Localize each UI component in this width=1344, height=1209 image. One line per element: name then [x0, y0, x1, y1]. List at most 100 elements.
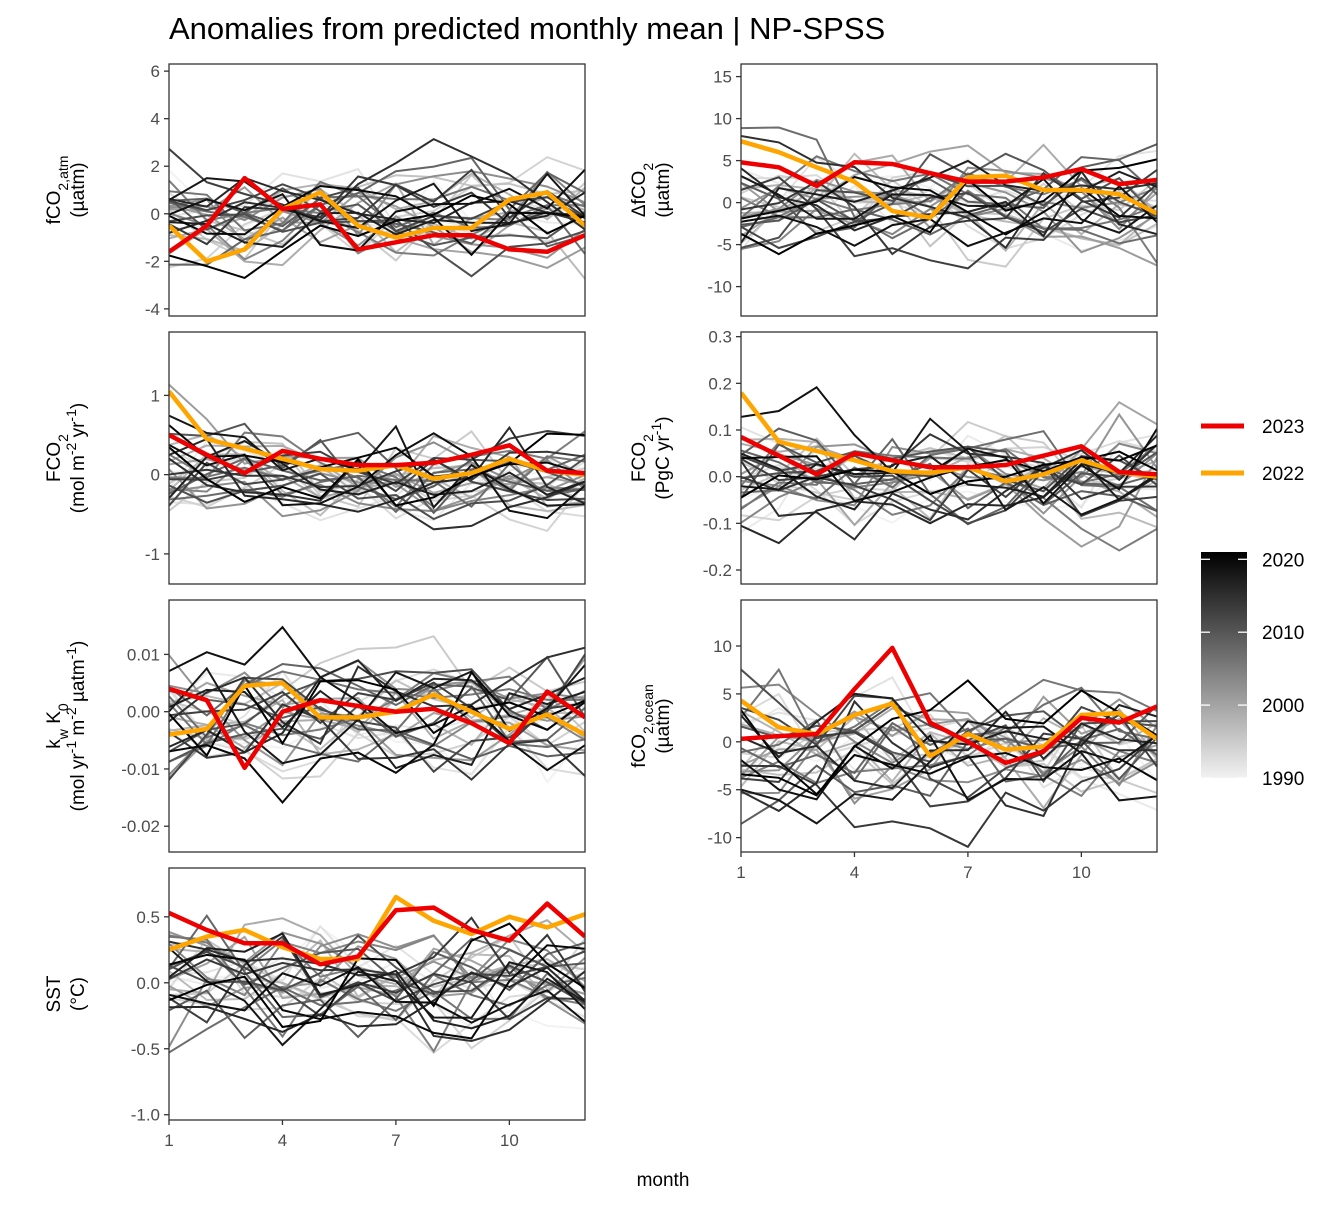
x-tick-label: 7 — [391, 1131, 400, 1150]
y-tick-label: -0.02 — [121, 817, 160, 836]
y-tick-label: 0.5 — [136, 908, 160, 927]
ensemble-line — [741, 741, 1157, 805]
ensemble-line — [741, 713, 1157, 808]
colorbar-label: 2000 — [1262, 696, 1304, 717]
y-axis-title: fCO2,ocean(µatm) — [629, 684, 674, 768]
ensemble-line — [169, 922, 585, 1029]
ensemble-line — [741, 733, 1157, 849]
y-axis-title: FCO2(mol m-2 yr-1) — [44, 403, 89, 513]
ensemble-line — [169, 625, 585, 772]
y-tick-label: 0.1 — [708, 421, 732, 440]
x-tick-label: 4 — [850, 863, 859, 882]
ensemble-lines — [169, 625, 585, 805]
ensemble-line — [741, 434, 1157, 499]
legend-label-2022: 2022 — [1262, 464, 1304, 485]
panel-frame — [168, 331, 586, 585]
y-axis-title: SST (°C) — [44, 975, 89, 1012]
ensemble-lines — [741, 385, 1157, 552]
ensemble-line — [169, 916, 585, 993]
y-tick-label: -4 — [145, 300, 160, 319]
svg-text:SST: SST — [44, 975, 65, 1012]
x-tick-label: 10 — [500, 1131, 519, 1150]
svg-text:(µatm): (µatm) — [653, 162, 674, 217]
series-line-2023 — [741, 160, 1157, 189]
ensemble-line — [741, 695, 1157, 777]
y-tick-label: 0.0 — [136, 974, 160, 993]
y-tick-label: -5 — [717, 781, 732, 800]
ensemble-line — [169, 686, 585, 763]
ensemble-line — [169, 668, 585, 753]
series-line-2023 — [169, 686, 585, 771]
ensemble-line — [741, 679, 1157, 797]
panels: 6420-2-4fCO2,atm(µatm)151050-5-10ΔfCO2(µ… — [44, 62, 1158, 1150]
series-line-2023 — [169, 175, 585, 255]
ensemble-line — [169, 966, 585, 1033]
ensemble-line — [741, 443, 1157, 506]
y-tick-label: 15 — [713, 68, 732, 87]
ensemble-line — [741, 676, 1157, 789]
ensemble-line — [169, 187, 585, 247]
panel-background — [169, 64, 585, 316]
colorbar-label: 1990 — [1262, 769, 1304, 790]
ensemble-line — [169, 657, 585, 779]
y-tick-label: 1 — [151, 386, 160, 405]
y-tick-label: -2 — [145, 252, 160, 271]
panel-frame — [740, 599, 1158, 853]
ensemble-line — [169, 947, 585, 1047]
panel-frame — [168, 63, 586, 317]
colorbar-label: 2020 — [1262, 550, 1304, 571]
ensemble-line — [169, 439, 585, 499]
ensemble-line — [741, 667, 1157, 745]
y-tick-label: 0.2 — [708, 374, 732, 393]
ensemble-line — [741, 710, 1157, 790]
ensemble-line — [169, 932, 585, 1030]
y-tick-label: 0.0 — [708, 468, 732, 487]
ensemble-line — [169, 450, 585, 489]
y-tick-label: 0 — [723, 194, 732, 213]
ensemble-line — [741, 427, 1157, 513]
x-tick-label: 1 — [736, 863, 745, 882]
ensemble-line — [169, 679, 585, 758]
ensemble-line — [741, 444, 1157, 511]
ensemble-line — [169, 137, 585, 234]
series-line-2022 — [169, 190, 585, 264]
ensemble-line — [169, 184, 585, 257]
panel-delta-fCO2: 15 10 5 0 -5 -10 ΔfCO2(µatm) — [629, 63, 1158, 317]
svg-text:(µatm): (µatm) — [653, 698, 674, 753]
svg-text:(mol yr-1 m-2 µatm-1): (mol yr-1 m-2 µatm-1) — [63, 641, 89, 812]
legend: 2023 2022 2020 2010 2000 1990 — [1201, 417, 1304, 790]
y-axis-title: FCO2(PgC yr-1) — [629, 416, 674, 499]
y-tick-label: 0 — [723, 733, 732, 752]
panel-FCO2-flux-density: 1 0 -1 FCO2(mol m-2 yr-1) — [44, 331, 586, 585]
panel-FCO2-integrated: 0.3 0.2 0.1 0.0 -0.1 -0.2 FCO2(PgC yr-1) — [629, 328, 1158, 585]
x-tick-label: 7 — [963, 863, 972, 882]
y-tick-label: -1.0 — [131, 1106, 160, 1125]
series-line-2022 — [169, 894, 585, 962]
ensemble-line — [741, 450, 1157, 499]
ensemble-line — [169, 944, 585, 1040]
ensemble-line — [169, 191, 585, 248]
ensemble-line — [169, 646, 585, 746]
ensemble-line — [169, 172, 585, 233]
series-line-2022 — [741, 139, 1157, 220]
y-tick-label: 0.00 — [127, 703, 160, 722]
ensemble-line — [741, 175, 1157, 236]
x-tick-label: 10 — [1072, 863, 1091, 882]
y-tick-label: -1 — [145, 545, 160, 564]
figure-title: Anomalies from predicted monthly mean | … — [169, 11, 885, 46]
ensemble-line — [741, 430, 1157, 512]
y-tick-label: -5 — [717, 236, 732, 255]
ensemble-line — [741, 156, 1157, 236]
y-tick-label: 10 — [713, 110, 732, 129]
legend-label-2023: 2023 — [1262, 417, 1304, 438]
ensemble-line — [169, 414, 585, 510]
ensemble-lines — [741, 126, 1157, 270]
ensemble-line — [169, 194, 585, 280]
series-line-2023 — [169, 433, 585, 476]
ensemble-line — [741, 417, 1157, 516]
panel-fCO2-atm: 6 4 2 0 -2 -4 fCO2,atm(µatm) — [44, 62, 586, 319]
svg-text:(µatm): (µatm) — [68, 162, 89, 217]
panel-frame — [168, 867, 586, 1121]
ensemble-line — [741, 172, 1157, 264]
svg-text:fCO2,atm: fCO2,atm — [44, 156, 71, 225]
